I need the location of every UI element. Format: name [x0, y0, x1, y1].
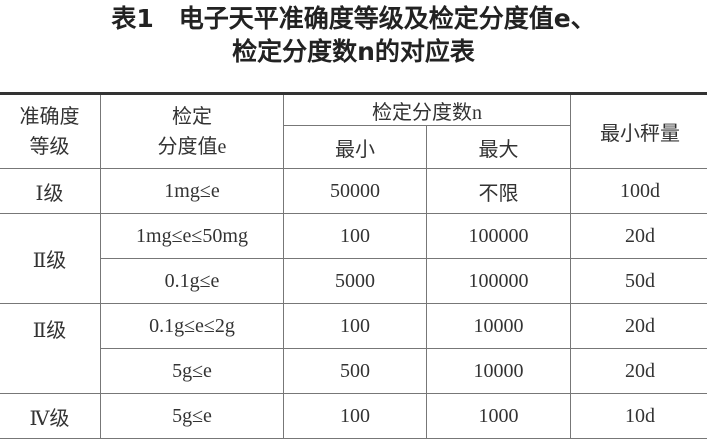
- header-n-max: 最大: [426, 125, 571, 169]
- grade-cell: Ⅰ级: [0, 168, 101, 214]
- min-weigh-cell: 10d: [570, 393, 707, 439]
- n-max-cell: 10000: [426, 303, 571, 349]
- min-weigh-cell: 20d: [570, 303, 707, 349]
- accuracy-table: 准确度 等级 检定 分度值e 检定分度数n 最小秤量 最小 最大 Ⅰ级 1mg≤e …: [0, 92, 707, 439]
- e-cell: 5g≤e: [100, 393, 284, 439]
- n-min-cell: 100: [283, 303, 427, 349]
- header-n: 检定分度数n: [283, 93, 571, 126]
- header-grade: 准确度 等级: [0, 93, 101, 169]
- e-cell: 0.1g≤e: [100, 258, 284, 304]
- n-min-cell: 5000: [283, 258, 427, 304]
- n-min-cell: 100: [283, 393, 427, 439]
- n-max-cell: 100000: [426, 258, 571, 304]
- header-e: 检定 分度值e: [100, 93, 284, 169]
- min-weigh-cell: 20d: [570, 348, 707, 394]
- table-row: Ⅰ级 1mg≤e 50000 不限 100d: [0, 168, 707, 214]
- e-cell: 0.1g≤e≤2g: [100, 303, 284, 349]
- table-title-line1: 表1 电子天平准确度等级及检定分度值e、: [111, 4, 596, 33]
- grade-cell: Ⅱ级: [0, 213, 101, 304]
- table-title-line2: 检定分度数n的对应表: [232, 37, 475, 66]
- table-row: Ⅱ级 1mg≤e≤50mg 100 100000 20d: [0, 213, 707, 304]
- min-weigh-cell: 50d: [570, 258, 707, 304]
- n-min-cell: 500: [283, 348, 427, 394]
- grade-cell: Ⅱ级: [0, 303, 101, 394]
- table-row: 5g≤e 500 10000 20d: [0, 348, 707, 394]
- n-max-cell: 1000: [426, 393, 571, 439]
- table-row: Ⅳ级 5g≤e 100 1000 10d: [0, 393, 707, 439]
- table-row: 0.1g≤e 5000 100000 50d: [0, 258, 707, 304]
- n-min-cell: 50000: [283, 168, 427, 214]
- grade-cell: Ⅳ级: [0, 393, 101, 439]
- table-row: Ⅱ级 0.1g≤e≤2g 100 10000 20d: [0, 303, 707, 394]
- n-min-cell: 100: [283, 213, 427, 259]
- min-weigh-cell: 100d: [570, 168, 707, 214]
- header-n-min: 最小: [283, 125, 427, 169]
- n-max-cell: 10000: [426, 348, 571, 394]
- e-cell: 1mg≤e≤50mg: [100, 213, 284, 259]
- e-cell: 5g≤e: [100, 348, 284, 394]
- n-max-cell: 不限: [426, 168, 571, 214]
- header-min-weigh: 最小秤量: [570, 93, 707, 169]
- n-max-cell: 100000: [426, 213, 571, 259]
- min-weigh-cell: 20d: [570, 213, 707, 259]
- e-cell: 1mg≤e: [100, 168, 284, 214]
